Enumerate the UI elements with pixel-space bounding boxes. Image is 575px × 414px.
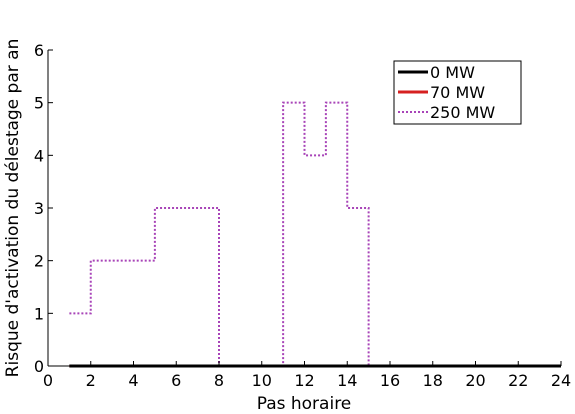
x-tick-label: 20	[465, 371, 485, 390]
y-tick-label: 2	[34, 252, 44, 271]
y-tick-label: 5	[34, 94, 44, 113]
y-tick-label: 0	[34, 357, 44, 376]
legend-label-70-mw: 70 MW	[430, 83, 485, 102]
x-axis-title: Pas horaire	[257, 394, 352, 414]
x-tick-label: 18	[423, 371, 443, 390]
x-tick-label: 4	[128, 371, 138, 390]
x-tick-label: 24	[551, 371, 571, 390]
legend-label-250-mw: 250 MW	[430, 103, 495, 122]
legend-label-0-mw: 0 MW	[430, 63, 475, 82]
x-tick-label: 22	[508, 371, 528, 390]
y-tick-label: 6	[34, 41, 44, 60]
x-tick-label: 16	[380, 371, 400, 390]
x-tick-label: 8	[214, 371, 224, 390]
x-tick-label: 2	[86, 371, 96, 390]
y-axis-title: Risque d'activation du délestage par an	[3, 39, 23, 378]
x-tick-label: 10	[252, 371, 272, 390]
x-tick-label: 14	[337, 371, 357, 390]
x-tick-label: 12	[294, 371, 314, 390]
y-tick-label: 4	[34, 146, 44, 165]
x-tick-label: 0	[43, 371, 53, 390]
x-tick-label: 6	[171, 371, 181, 390]
y-tick-label: 3	[34, 199, 44, 218]
y-tick-label: 1	[34, 304, 44, 323]
